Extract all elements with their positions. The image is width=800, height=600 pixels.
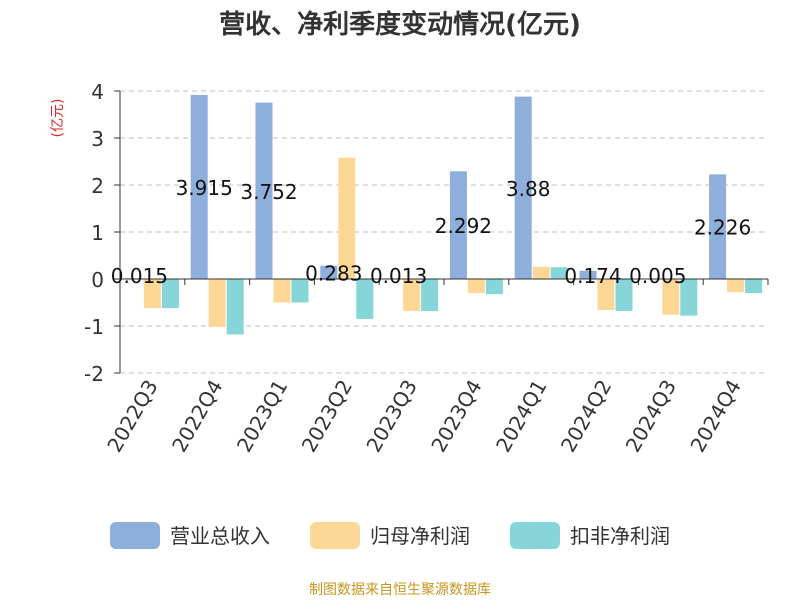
bar-series-1-2023Q2 [338, 157, 356, 279]
data-label: 3.915 [176, 176, 233, 200]
bar-series-1-2024Q1 [532, 266, 550, 279]
x-tick-label: 2024Q2 [556, 376, 616, 457]
bar-series-2-2023Q4 [485, 279, 503, 295]
data-label: 3.752 [240, 180, 297, 204]
y-tick-label: 2 [91, 174, 104, 198]
x-tick-label: 2023Q1 [232, 376, 292, 457]
bar-series-1-2023Q4 [467, 279, 485, 294]
bar-series-2-2023Q3 [421, 279, 439, 311]
x-tick-label: 2022Q3 [102, 376, 162, 457]
y-tick-label: 0 [91, 268, 104, 292]
data-label: 0.005 [629, 264, 686, 288]
y-tick-label: 3 [91, 127, 104, 151]
legend-swatch [110, 522, 160, 549]
bar-series-1-2022Q3 [143, 279, 161, 309]
bar-series-1-2024Q2 [597, 279, 615, 311]
bar-series-0-2022Q4 [190, 94, 208, 280]
bar-series-1-2024Q3 [662, 279, 680, 315]
data-label: 2.226 [694, 216, 751, 240]
x-tick-label: 2024Q4 [685, 376, 745, 457]
legend: 营业总收入 归母净利润 扣非净利润 [110, 522, 670, 549]
bar-series-2-2024Q3 [680, 279, 698, 316]
chart-title: 营收、净利季度变动情况(亿元) [219, 9, 581, 40]
x-tick-label: 2023Q4 [426, 376, 486, 457]
x-tick-label: 2024Q1 [491, 376, 551, 457]
data-label: 2.292 [435, 214, 492, 238]
y-tick-label: 4 [91, 80, 104, 104]
bar-series-2-2022Q4 [226, 279, 244, 335]
y-tick-label: -1 [84, 315, 104, 339]
legend-label: 扣非净利润 [570, 524, 670, 548]
y-tick-label: 1 [91, 221, 104, 245]
bar-series-1-2023Q1 [273, 279, 291, 303]
data-label: 0.174 [564, 264, 621, 288]
bar-series-0-2023Q4 [449, 171, 467, 279]
legend-label: 归母净利润 [370, 524, 470, 548]
bar-series-1-2022Q4 [208, 279, 226, 327]
x-tick-label: 2023Q2 [297, 376, 357, 457]
bar-series-0-2024Q4 [709, 174, 727, 279]
legend-swatch [510, 522, 560, 549]
legend-item: 归母净利润 [310, 522, 470, 549]
data-label: 0.283 [305, 261, 362, 285]
bar-series-0-2023Q2 [320, 265, 338, 279]
bar-series-2-2024Q2 [615, 279, 633, 311]
bar-series-1-2023Q3 [403, 279, 421, 311]
x-tick-label: 2022Q4 [167, 376, 227, 457]
y-axis-label: (亿元) [50, 99, 66, 138]
bar-series-2-2022Q3 [161, 279, 179, 309]
bar-series-1-2024Q4 [727, 279, 745, 293]
y-tick-label: -2 [84, 362, 104, 386]
data-label: 3.88 [506, 177, 551, 201]
bar-series-0-2023Q1 [255, 102, 273, 279]
source-note: 制图数据来自恒生聚源数据库 [309, 582, 491, 598]
data-label: 0.013 [370, 264, 427, 288]
bar-series-2-2023Q1 [291, 279, 309, 303]
x-tick-label: 2024Q3 [621, 376, 681, 457]
bar-series-2-2024Q1 [550, 267, 568, 279]
legend-item: 扣非净利润 [510, 522, 670, 549]
legend-label: 营业总收入 [170, 524, 270, 548]
bar-series-0-2024Q1 [514, 96, 532, 279]
legend-swatch [310, 522, 360, 549]
bar-series-2-2024Q4 [745, 279, 763, 294]
x-tick-label: 2023Q3 [361, 376, 421, 457]
legend-item: 营业总收入 [110, 522, 270, 549]
data-label: 0.015 [111, 264, 168, 288]
bar-series-0-2024Q2 [579, 270, 597, 279]
bar-series-2-2023Q2 [356, 279, 374, 319]
